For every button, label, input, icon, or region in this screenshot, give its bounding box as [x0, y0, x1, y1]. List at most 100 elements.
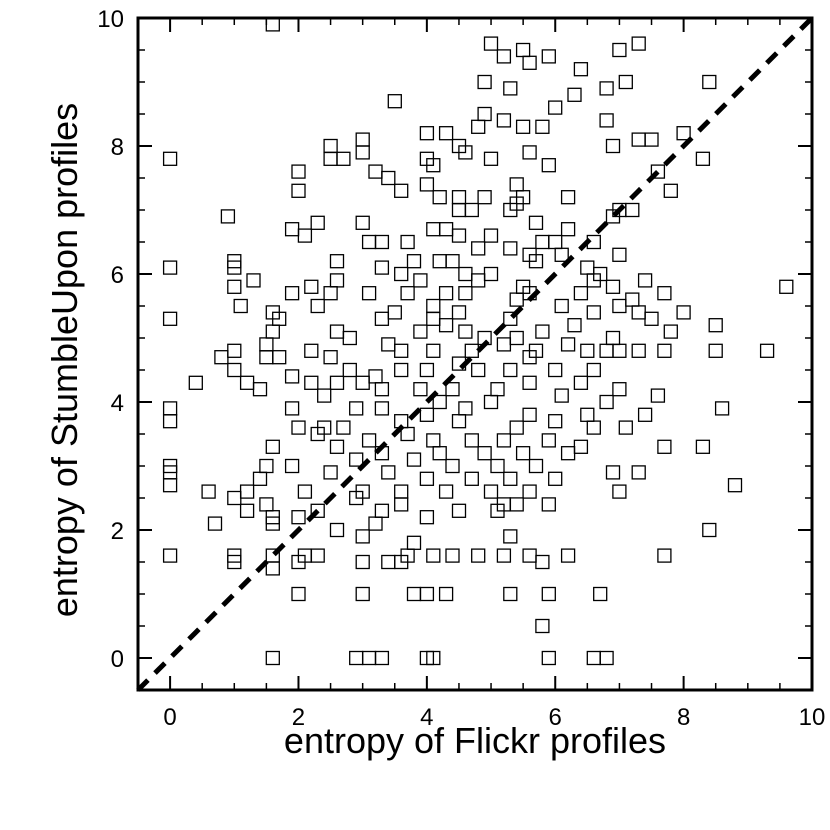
data-point	[548, 414, 563, 429]
data-point	[291, 183, 306, 198]
data-point	[400, 234, 415, 250]
data-point	[708, 318, 723, 333]
data-point	[612, 343, 627, 358]
x-axis-label: entropy of Flickr profiles	[284, 720, 666, 761]
data-point	[432, 394, 447, 410]
x-tick-label: 10	[799, 704, 826, 731]
data-point	[599, 343, 614, 358]
data-point	[162, 151, 178, 166]
data-point	[567, 87, 582, 102]
data-point	[496, 433, 512, 448]
data-point	[759, 343, 775, 358]
data-point	[265, 650, 280, 666]
data-point	[612, 42, 627, 58]
data-point	[323, 465, 338, 480]
data-point	[355, 215, 370, 230]
data-point	[355, 145, 370, 160]
data-point	[342, 330, 357, 346]
y-tick-label: 10	[97, 6, 124, 33]
data-point	[471, 241, 486, 256]
data-point	[471, 362, 486, 378]
data-point	[252, 382, 268, 397]
data-point	[618, 74, 633, 90]
data-point	[458, 145, 473, 160]
data-point	[605, 465, 621, 480]
data-point	[419, 510, 435, 525]
data-point	[406, 452, 422, 467]
data-point	[663, 324, 678, 339]
data-point	[548, 234, 563, 250]
data-point	[535, 234, 550, 250]
data-point	[496, 548, 512, 563]
data-point	[535, 119, 550, 134]
data-point	[471, 548, 486, 563]
data-point	[284, 222, 300, 237]
data-point	[509, 497, 524, 512]
data-point	[483, 484, 499, 499]
data-point	[162, 548, 178, 563]
data-point	[663, 183, 678, 198]
y-tick-label: 2	[111, 518, 124, 545]
data-point	[317, 388, 332, 403]
data-point	[329, 522, 345, 538]
data-point	[548, 100, 563, 115]
data-point	[503, 586, 518, 602]
x-tick-label: 6	[549, 704, 562, 731]
data-point	[541, 433, 556, 448]
data-point	[233, 298, 248, 314]
data-point	[419, 407, 435, 422]
data-point	[310, 503, 325, 518]
data-point	[361, 286, 377, 301]
data-point	[426, 433, 441, 448]
data-point	[284, 458, 300, 474]
data-point	[239, 375, 255, 390]
data-point	[451, 414, 467, 429]
data-point	[265, 439, 280, 454]
data-point	[368, 164, 383, 179]
data-point	[503, 241, 518, 256]
data-point	[349, 650, 364, 666]
data-point	[387, 94, 402, 109]
data-point	[625, 202, 640, 218]
data-point	[637, 273, 653, 288]
data-point	[528, 458, 544, 474]
data-point	[471, 119, 486, 134]
data-point	[438, 586, 454, 602]
data-point	[355, 529, 370, 544]
data-point	[618, 420, 633, 435]
data-point	[631, 36, 646, 51]
ticks-layer	[138, 17, 813, 690]
x-tick-label: 2	[292, 704, 305, 731]
data-point	[644, 132, 659, 147]
data-point	[355, 554, 370, 570]
data-point	[329, 375, 345, 390]
data-point	[381, 337, 396, 352]
data-point	[522, 350, 537, 365]
data-point	[548, 471, 563, 486]
data-point	[522, 55, 537, 70]
data-point	[227, 260, 242, 275]
data-point	[503, 81, 518, 96]
data-point	[329, 324, 345, 339]
data-point	[483, 36, 499, 51]
data-point	[727, 478, 743, 493]
data-point	[586, 305, 601, 320]
data-point	[503, 529, 518, 544]
data-point	[560, 222, 576, 237]
data-point	[702, 522, 717, 538]
data-point	[599, 81, 614, 96]
data-point	[291, 586, 306, 602]
data-point	[586, 650, 601, 666]
data-point	[419, 362, 435, 378]
data-point	[374, 260, 390, 275]
data-point	[560, 446, 576, 461]
y-axis-label: entropy of StumbleUpon profiles	[44, 103, 85, 617]
data-point	[612, 298, 627, 314]
data-point	[676, 305, 691, 320]
data-point	[586, 362, 601, 378]
data-point	[695, 439, 711, 454]
data-point	[265, 561, 280, 576]
data-point	[445, 548, 460, 563]
data-point	[695, 151, 711, 166]
data-point	[426, 548, 441, 563]
